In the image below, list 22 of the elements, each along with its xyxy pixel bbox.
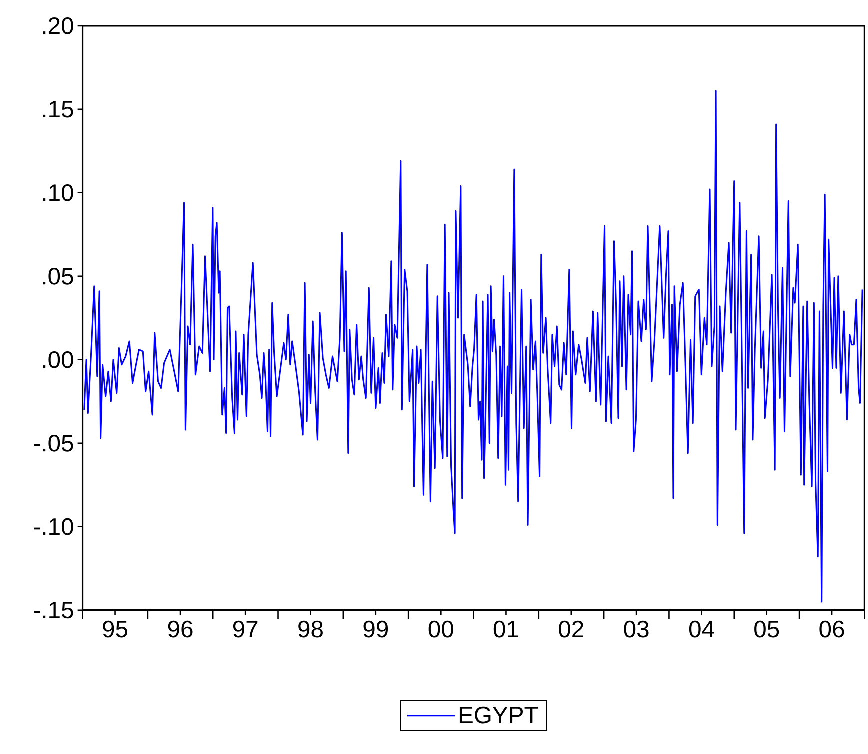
line-series bbox=[84, 90, 864, 603]
x-tick-label: 01 bbox=[494, 620, 518, 638]
y-tick-label: -.10 bbox=[34, 518, 74, 536]
x-tick-label: 95 bbox=[103, 620, 128, 638]
x-tick-label: 02 bbox=[559, 620, 584, 638]
y-tick-label: -.05 bbox=[34, 434, 74, 452]
y-tick-label: .00 bbox=[43, 351, 74, 368]
x-tick-label: 96 bbox=[168, 620, 193, 638]
x-tick-label: 99 bbox=[364, 620, 388, 638]
y-tick-label: .15 bbox=[43, 101, 74, 118]
x-tick-label: 04 bbox=[689, 620, 714, 638]
x-tick-label: 03 bbox=[624, 620, 649, 638]
x-tick-label: 06 bbox=[820, 620, 844, 638]
y-tick-label: .05 bbox=[43, 268, 74, 285]
y-tick-label: -.15 bbox=[34, 602, 74, 619]
x-tick-label: 97 bbox=[233, 620, 258, 638]
x-tick-label: 00 bbox=[428, 620, 454, 638]
legend-label: EGYPT bbox=[460, 706, 538, 724]
y-tick-label: .20 bbox=[43, 17, 74, 34]
x-tick-label: 05 bbox=[754, 620, 780, 638]
y-tick-label: .10 bbox=[43, 184, 74, 202]
x-tick-label: 98 bbox=[298, 620, 323, 638]
